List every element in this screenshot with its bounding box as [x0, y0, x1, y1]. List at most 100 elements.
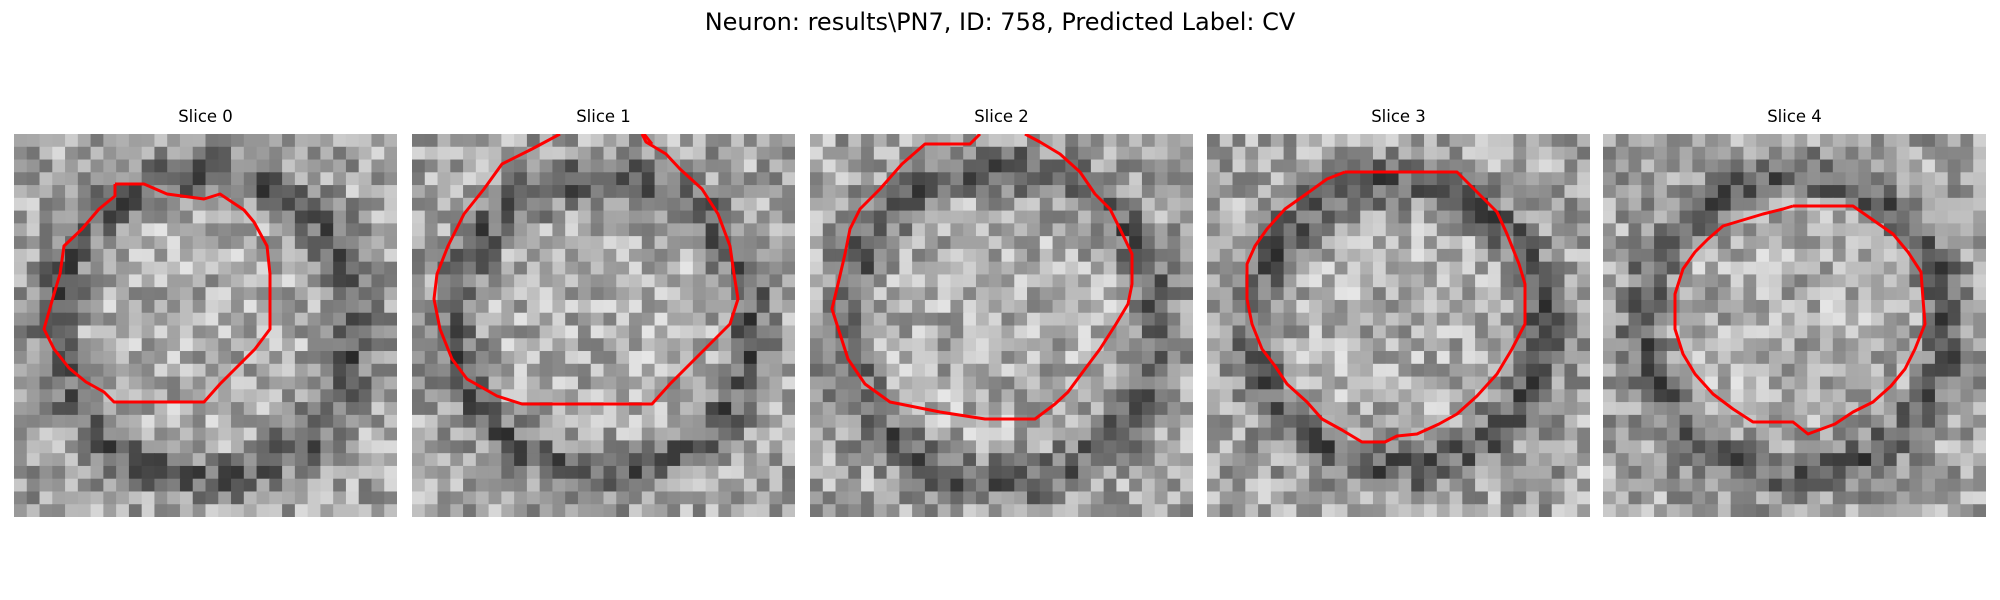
- image-pixel: [1973, 146, 1986, 161]
- image-pixel: [861, 325, 875, 339]
- image-pixel: [1052, 465, 1066, 480]
- image-pixel: [1219, 210, 1234, 224]
- image-pixel: [90, 351, 104, 365]
- image-pixel: [1141, 325, 1156, 339]
- image-pixel: [1090, 223, 1105, 237]
- image-pixel: [243, 414, 258, 429]
- image-pixel: [1052, 236, 1066, 250]
- image-pixel: [810, 351, 824, 365]
- image-pixel: [1781, 491, 1796, 505]
- image-pixel: [358, 223, 373, 237]
- image-pixel: [1845, 287, 1859, 301]
- image-pixel: [950, 376, 964, 390]
- image-pixel: [1832, 376, 1847, 390]
- image-pixel: [1129, 210, 1143, 224]
- image-pixel: [1705, 465, 1719, 480]
- image-pixel: [1424, 274, 1438, 288]
- image-pixel: [1768, 427, 1783, 441]
- image-pixel: [501, 312, 515, 327]
- image-pixel: [1309, 312, 1323, 327]
- image-pixel: [1436, 274, 1451, 288]
- image-pixel: [680, 159, 694, 173]
- image-pixel: [1922, 223, 1936, 237]
- image-pixel: [103, 414, 117, 429]
- image-pixel: [192, 414, 207, 429]
- image-pixel: [1858, 197, 1872, 212]
- image-pixel: [822, 389, 837, 403]
- image-pixel: [743, 478, 758, 493]
- image-pixel: [1820, 248, 1834, 263]
- image-pixel: [963, 159, 977, 173]
- image-pixel: [26, 402, 41, 416]
- image-pixel: [488, 287, 502, 301]
- image-pixel: [1551, 185, 1566, 199]
- image-pixel: [1462, 210, 1476, 224]
- image-pixel: [912, 427, 926, 441]
- image-pixel: [629, 299, 643, 314]
- image-pixel: [90, 299, 104, 314]
- image-pixel: [1934, 351, 1949, 365]
- image-pixel: [358, 287, 373, 301]
- image-pixel: [1845, 351, 1859, 365]
- image-pixel: [1052, 351, 1066, 365]
- image-pixel: [1960, 465, 1974, 480]
- image-pixel: [861, 261, 875, 276]
- image-pixel: [1730, 134, 1745, 148]
- image-pixel: [1960, 427, 1974, 441]
- image-pixel: [1832, 427, 1847, 441]
- image-pixel: [988, 325, 1003, 339]
- image-pixel: [1065, 210, 1079, 224]
- image-pixel: [810, 287, 824, 301]
- image-pixel: [103, 338, 117, 352]
- image-pixel: [1398, 287, 1412, 301]
- image-pixel: [371, 185, 385, 199]
- image-pixel: [103, 453, 117, 467]
- image-pixel: [1398, 325, 1412, 339]
- image-pixel: [437, 172, 451, 186]
- image-pixel: [141, 223, 156, 237]
- image-pixel: [692, 478, 707, 493]
- image-pixel: [1334, 210, 1349, 224]
- image-pixel: [294, 172, 309, 186]
- image-pixel: [1500, 287, 1514, 301]
- image-pixel: [1283, 504, 1297, 517]
- image-pixel: [141, 159, 156, 173]
- image-pixel: [975, 351, 990, 365]
- image-pixel: [1947, 261, 1962, 276]
- image-pixel: [963, 261, 977, 276]
- image-pixel: [680, 274, 694, 288]
- image-pixel: [128, 363, 143, 378]
- image-pixel: [1321, 491, 1336, 505]
- image-pixel: [861, 427, 875, 441]
- image-pixel: [899, 376, 913, 390]
- image-pixel: [1180, 185, 1193, 199]
- image-pixel: [1475, 146, 1489, 161]
- image-pixel: [654, 465, 668, 480]
- image-pixel: [1679, 402, 1693, 416]
- image-pixel: [680, 134, 694, 148]
- image-pixel: [1475, 223, 1489, 237]
- image-pixel: [1883, 248, 1898, 263]
- image-pixel: [1705, 274, 1719, 288]
- image-pixel: [1436, 223, 1451, 237]
- image-pixel: [269, 299, 283, 314]
- image-pixel: [937, 248, 952, 263]
- image-pixel: [282, 210, 296, 224]
- image-pixel: [192, 248, 207, 263]
- image-pixel: [1154, 504, 1169, 517]
- image-pixel: [1641, 376, 1655, 390]
- image-pixel: [718, 351, 732, 365]
- image-pixel: [1768, 312, 1783, 327]
- image-pixel: [1692, 197, 1706, 212]
- image-pixel: [1973, 134, 1986, 148]
- image-pixel: [1001, 440, 1015, 454]
- image-pixel: [756, 185, 771, 199]
- image-pixel: [577, 427, 592, 441]
- image-pixel: [358, 172, 373, 186]
- image-pixel: [1424, 491, 1438, 505]
- image-pixel: [1424, 363, 1438, 378]
- image-pixel: [1154, 402, 1169, 416]
- image-pixel: [603, 363, 617, 378]
- image-pixel: [1078, 248, 1092, 263]
- image-pixel: [269, 491, 283, 505]
